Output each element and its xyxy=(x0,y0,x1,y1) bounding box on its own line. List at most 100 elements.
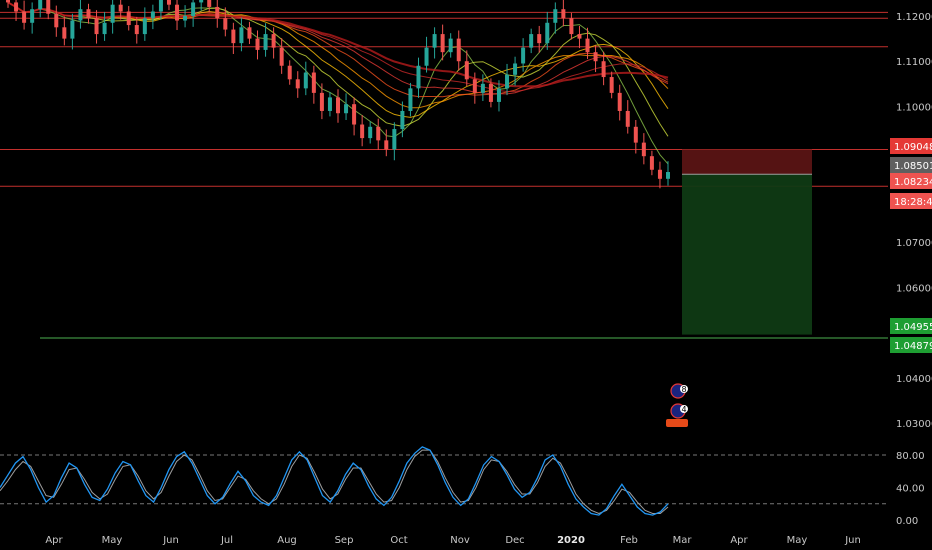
candle-80 xyxy=(649,156,654,170)
candle-59 xyxy=(480,83,485,93)
candle-64 xyxy=(521,47,526,64)
candle-77 xyxy=(625,110,630,127)
price-tag-bg-4 xyxy=(890,318,932,334)
oscillator-tick-label: 0.00 xyxy=(896,516,918,527)
candle-58 xyxy=(472,79,477,93)
candle-61 xyxy=(496,88,501,102)
candle-38 xyxy=(311,72,316,93)
time-tick-label: May xyxy=(102,535,123,546)
candle-0 xyxy=(6,0,10,3)
oscillator-axis: 80.00 40.00 0.00 xyxy=(896,451,925,527)
candle-68 xyxy=(553,9,558,23)
price-tick-label: 1.07000 xyxy=(896,238,932,249)
candle-53 xyxy=(432,34,437,48)
candle-62 xyxy=(505,74,510,89)
candle-30 xyxy=(247,27,252,39)
ma-line-1 xyxy=(7,1,669,137)
price-tag-bg-2 xyxy=(890,173,932,189)
candle-49 xyxy=(400,110,405,130)
position-tool[interactable] xyxy=(682,149,812,335)
candle-7 xyxy=(62,27,67,39)
candle-37 xyxy=(303,72,308,89)
price-tag-3: 18:28:46 xyxy=(894,197,932,208)
candle-66 xyxy=(537,34,542,44)
ma-line-2 xyxy=(7,1,669,118)
time-tick-label: Sep xyxy=(335,535,354,546)
candle-12 xyxy=(102,22,107,35)
event-count-bubble-0 xyxy=(680,385,688,393)
candle-36 xyxy=(295,79,300,89)
event-count-1: 4 xyxy=(681,405,686,414)
candle-5 xyxy=(46,0,51,14)
price-tick-label: 1.11000 xyxy=(896,57,932,68)
candle-55 xyxy=(448,38,453,53)
candlestick-series xyxy=(6,0,670,189)
candle-46 xyxy=(376,126,381,141)
price-tick-label: 1.10000 xyxy=(896,102,932,113)
ma-line-7 xyxy=(7,1,669,88)
price-tag-bg-5 xyxy=(890,337,932,353)
candle-56 xyxy=(456,38,461,62)
candle-41 xyxy=(336,97,340,114)
take-profit-zone[interactable] xyxy=(682,174,812,335)
candle-6 xyxy=(54,13,59,28)
candle-34 xyxy=(279,47,284,66)
candle-40 xyxy=(327,97,332,111)
candle-26 xyxy=(215,6,220,19)
candle-13 xyxy=(110,4,115,23)
price-tags: 1.09048 1.08501 1.08234 18:28:46 1.04955 1.04… xyxy=(890,138,932,353)
price-tag-4: 1.04955 xyxy=(894,322,932,333)
candle-39 xyxy=(319,92,324,111)
candle-35 xyxy=(287,65,292,80)
candle-71 xyxy=(577,34,582,39)
candle-82 xyxy=(666,172,670,179)
candle-3 xyxy=(30,9,35,23)
stop-loss-zone[interactable] xyxy=(682,149,812,175)
time-tick-label: May xyxy=(787,535,808,546)
candle-32 xyxy=(263,34,268,50)
candle-22 xyxy=(183,16,188,21)
price-tag-1: 1.08501 xyxy=(894,161,932,172)
candle-29 xyxy=(239,27,244,44)
price-tick-label: 1.12000 xyxy=(896,12,932,23)
candle-14 xyxy=(118,4,123,12)
candle-78 xyxy=(633,126,638,143)
candle-28 xyxy=(231,29,236,44)
price-tag-bg-3 xyxy=(890,193,932,209)
time-tick-label: 2020 xyxy=(557,535,585,546)
time-tick-label: Mar xyxy=(673,535,693,546)
price-tag-bg-0 xyxy=(890,138,932,154)
candle-72 xyxy=(585,38,590,53)
candle-44 xyxy=(360,124,365,139)
candle-42 xyxy=(344,104,349,114)
candle-8 xyxy=(70,20,75,39)
candle-45 xyxy=(368,126,373,139)
candle-10 xyxy=(86,9,91,19)
candle-48 xyxy=(392,129,397,150)
candle-19 xyxy=(158,0,163,12)
event-count-bubble-1 xyxy=(680,405,688,413)
candle-69 xyxy=(561,9,566,19)
candle-70 xyxy=(569,18,574,35)
time-axis[interactable]: Apr May Jun Jul Aug Sep Oct Nov Dec 2020 Feb Mar Apr… xyxy=(45,535,860,546)
flag-icon xyxy=(666,419,688,427)
candle-1 xyxy=(14,2,19,12)
candle-76 xyxy=(617,92,622,111)
price-tag-0: 1.09048 xyxy=(894,142,932,153)
price-axis[interactable]: 1.12000 1.11000 1.10000 1.07000 1.06000 1.040… xyxy=(896,12,932,430)
price-tag-bg-1 xyxy=(890,157,932,173)
candle-17 xyxy=(142,18,147,35)
candle-47 xyxy=(384,140,389,150)
oscillator-tick-label: 80.00 xyxy=(896,451,925,462)
time-tick-label: Jul xyxy=(220,535,233,546)
time-tick-label: Nov xyxy=(450,535,470,546)
time-tick-label: Dec xyxy=(505,535,524,546)
oscillator-tick-label: 40.00 xyxy=(896,484,925,495)
candle-43 xyxy=(352,104,357,125)
price-tag-2: 1.08234 xyxy=(894,177,932,188)
event-badges[interactable]: 84 xyxy=(666,383,688,427)
candle-18 xyxy=(150,11,155,19)
candle-16 xyxy=(134,25,139,35)
candle-73 xyxy=(593,52,598,62)
